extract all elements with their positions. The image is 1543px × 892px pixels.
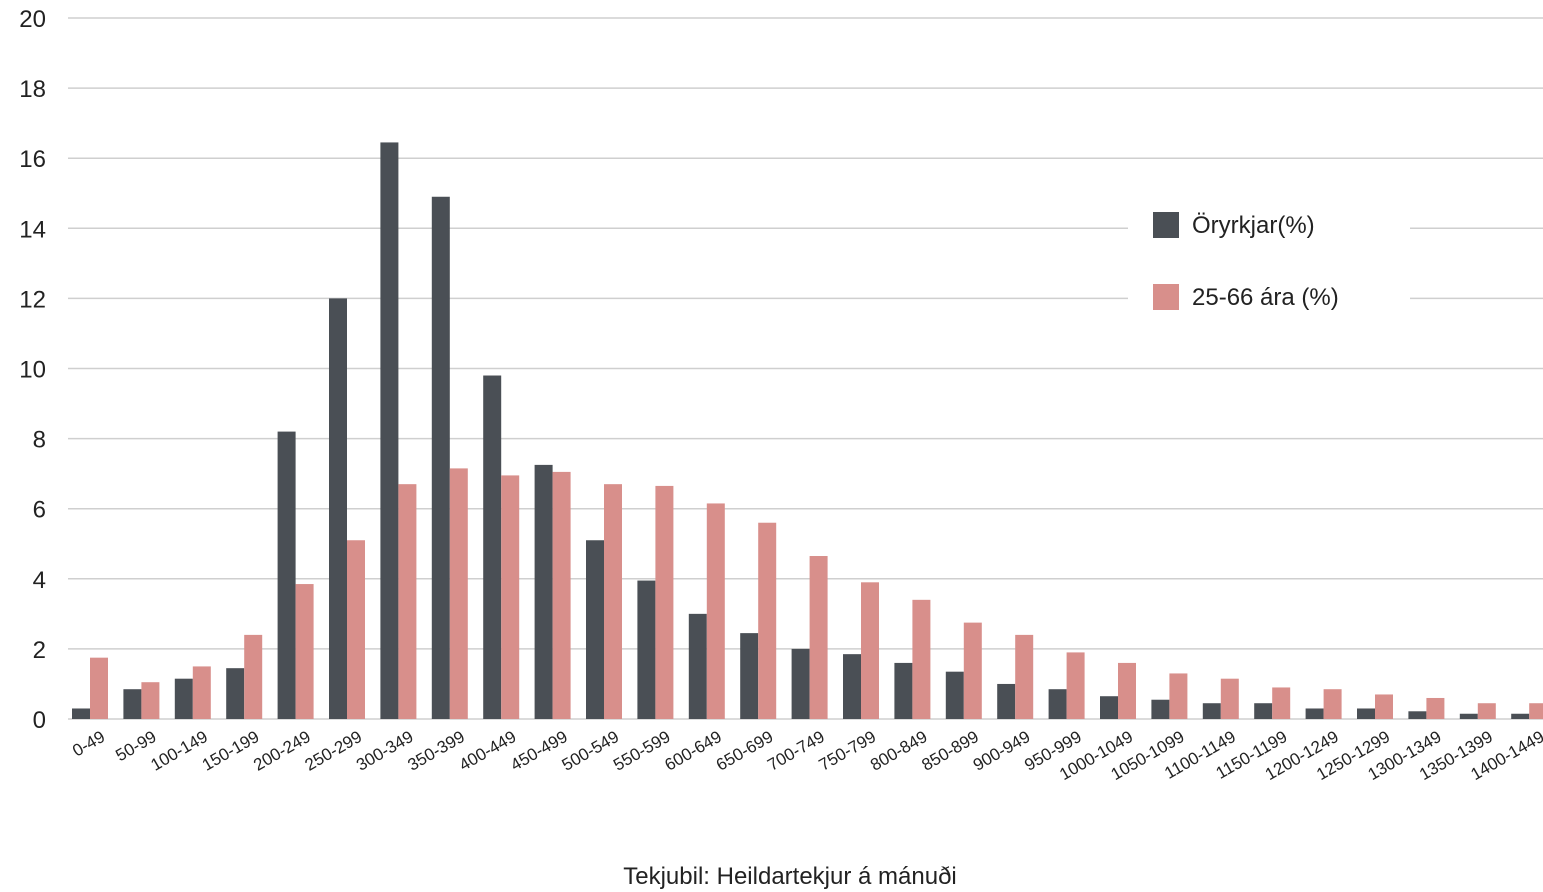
y-tick-label: 12 xyxy=(19,286,46,313)
x-tick-label: 250-299 xyxy=(302,727,366,775)
y-tick-label: 0 xyxy=(33,707,46,734)
bar-25-66 xyxy=(1529,703,1543,719)
x-tick-label: 100-149 xyxy=(147,727,211,775)
bar-25-66 xyxy=(244,634,263,719)
bar-oryrkjar xyxy=(1254,703,1273,719)
bar-oryrkjar xyxy=(534,464,553,719)
bar-oryrkjar xyxy=(1100,696,1118,719)
x-tick-label: 750-799 xyxy=(816,727,880,775)
bar-oryrkjar xyxy=(740,633,759,719)
legend-label: Öryrkjar(%) xyxy=(1192,212,1315,239)
bar-oryrkjar xyxy=(894,662,913,719)
bar-25-66 xyxy=(449,468,468,719)
bar-oryrkjar xyxy=(1511,713,1530,719)
x-tick-label: 800-849 xyxy=(867,727,931,775)
bar-25-66 xyxy=(90,657,108,719)
bar-oryrkjar xyxy=(1048,689,1067,719)
legend-swatch xyxy=(1153,284,1179,310)
bar-oryrkjar xyxy=(997,683,1016,719)
bar-oryrkjar xyxy=(688,613,707,719)
x-tick-label: 850-899 xyxy=(918,727,982,775)
legend-label: 25-66 ára (%) xyxy=(1192,284,1339,311)
x-tick-label: 700-749 xyxy=(764,727,828,775)
y-tick-label: 10 xyxy=(19,357,46,384)
bar-25-66 xyxy=(552,471,571,719)
y-tick-label: 16 xyxy=(19,146,46,173)
bar-oryrkjar xyxy=(329,298,347,719)
bar-oryrkjar xyxy=(586,540,604,719)
y-tick-label: 14 xyxy=(19,216,46,243)
bar-25-66 xyxy=(501,475,520,719)
bar-oryrkjar xyxy=(843,654,861,719)
bar-25-66 xyxy=(809,556,828,719)
bar-25-66 xyxy=(1118,662,1136,719)
x-tick-label: 650-699 xyxy=(713,727,777,775)
bar-oryrkjar xyxy=(1408,711,1427,719)
bar-25-66 xyxy=(963,622,982,719)
y-tick-label: 4 xyxy=(33,567,46,594)
bar-25-66 xyxy=(1015,634,1034,719)
bar-25-66 xyxy=(1169,673,1188,719)
bar-25-66 xyxy=(912,599,931,719)
bar-25-66 xyxy=(604,484,622,719)
x-tick-label: 350-399 xyxy=(404,727,468,775)
bar-25-66 xyxy=(1220,678,1239,719)
x-tick-label: 450-499 xyxy=(507,727,571,775)
bar-25-66 xyxy=(1323,689,1342,719)
bar-oryrkjar xyxy=(277,431,296,719)
bar-oryrkjar xyxy=(945,671,964,719)
gridlines xyxy=(68,17,1543,720)
bar-25-66 xyxy=(1426,697,1445,719)
x-tick-label: 550-599 xyxy=(610,727,674,775)
bars xyxy=(72,142,1543,720)
y-tick-label: 18 xyxy=(19,76,46,103)
y-tick-label: 8 xyxy=(33,427,46,454)
bar-oryrkjar xyxy=(1151,699,1170,719)
bar-25-66 xyxy=(1477,703,1496,719)
bar-oryrkjar xyxy=(226,668,245,719)
x-tick-label: 0-49 xyxy=(69,727,108,760)
bar-25-66 xyxy=(758,522,777,719)
bar-25-66 xyxy=(295,584,314,719)
y-tick-label: 6 xyxy=(33,497,46,524)
bar-oryrkjar xyxy=(174,678,193,719)
x-tick-label: 500-549 xyxy=(559,727,623,775)
bar-25-66 xyxy=(1375,694,1393,719)
bar-oryrkjar xyxy=(72,708,90,719)
y-tick-label: 2 xyxy=(33,637,46,664)
bar-oryrkjar xyxy=(791,648,810,719)
bar-25-66 xyxy=(141,682,160,719)
bar-oryrkjar xyxy=(637,580,656,719)
bar-oryrkjar xyxy=(483,375,502,719)
bar-25-66 xyxy=(655,485,674,719)
bar-25-66 xyxy=(347,540,365,719)
bar-25-66 xyxy=(1272,687,1291,719)
bar-25-66 xyxy=(1066,652,1085,719)
x-tick-label: 400-449 xyxy=(456,727,520,775)
bar-oryrkjar xyxy=(123,689,142,719)
bar-25-66 xyxy=(706,503,725,719)
legend-swatch xyxy=(1153,212,1179,238)
x-tick-label: 150-199 xyxy=(199,727,263,775)
x-axis-ticks: 0-49 50-99100-149150-199200-249250-299300… xyxy=(69,727,1543,784)
bar-oryrkjar xyxy=(1459,713,1478,719)
y-axis-ticks: 0 2 4 6 8 10 12 14 16 18 20 xyxy=(19,6,46,734)
x-tick-label: 900-949 xyxy=(970,727,1034,775)
x-tick-label: 300-349 xyxy=(353,727,417,775)
x-tick-label: 200-249 xyxy=(250,727,314,775)
bar-25-66 xyxy=(398,484,417,719)
bar-25-66 xyxy=(861,582,879,719)
legend: Öryrkjar(%) 25-66 ára (%) xyxy=(1128,195,1410,325)
bar-oryrkjar xyxy=(380,142,399,720)
bar-oryrkjar xyxy=(1202,703,1221,719)
x-axis-label: Tekjubil: Heildartekjur á mánuði xyxy=(623,863,957,890)
bar-oryrkjar xyxy=(1357,708,1375,719)
bar-25-66 xyxy=(192,666,211,719)
bar-oryrkjar xyxy=(431,196,450,719)
y-tick-label: 20 xyxy=(19,6,46,33)
x-tick-label: 600-649 xyxy=(661,727,725,775)
bar-oryrkjar xyxy=(1305,708,1324,719)
